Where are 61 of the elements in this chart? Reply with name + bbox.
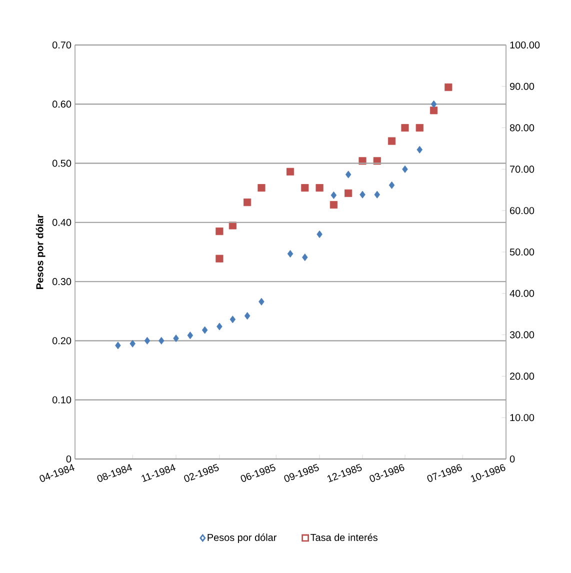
point xyxy=(388,137,396,145)
point xyxy=(158,336,164,344)
point xyxy=(430,100,437,108)
point xyxy=(244,312,250,320)
y2-tick-label: 60.00 xyxy=(510,207,534,214)
point xyxy=(115,342,121,350)
legend-label: Tasa de interés xyxy=(310,534,378,541)
point xyxy=(416,146,423,154)
point xyxy=(258,184,266,192)
point xyxy=(228,222,236,230)
point xyxy=(444,83,452,92)
point xyxy=(301,184,309,192)
y2-tick-label: 50.00 xyxy=(510,248,534,256)
point xyxy=(402,165,408,173)
y-tick-label: 0.70 xyxy=(52,41,72,49)
point xyxy=(360,190,366,198)
legend-label: Pesos por dólar xyxy=(208,534,277,543)
point xyxy=(216,228,224,236)
y-tick-label: 0 xyxy=(66,455,72,463)
point xyxy=(286,168,294,176)
point xyxy=(373,157,381,165)
point xyxy=(416,124,424,132)
point xyxy=(330,201,338,209)
y2-tick-label: 80.00 xyxy=(510,124,534,132)
y-tick-label: 0.10 xyxy=(52,396,72,404)
y-tick-label: 0.30 xyxy=(52,278,72,286)
point xyxy=(302,254,308,262)
point xyxy=(388,181,395,189)
point xyxy=(374,190,380,198)
point xyxy=(130,340,136,348)
point xyxy=(173,334,179,342)
point xyxy=(258,298,264,306)
y-tick-label: 0.50 xyxy=(52,160,72,167)
y2-tick-label: 100.00 xyxy=(510,41,540,49)
point xyxy=(330,191,337,200)
point xyxy=(230,316,236,324)
point xyxy=(216,322,222,330)
y2-tick-label: 40.00 xyxy=(510,290,534,297)
point xyxy=(244,198,252,206)
y2-tick-label: 70.00 xyxy=(510,166,534,173)
point xyxy=(202,326,208,334)
y-axis-title: Pesos por dólar xyxy=(36,214,46,289)
point xyxy=(358,157,366,165)
point xyxy=(144,336,150,344)
y2-tick-label: 20.00 xyxy=(510,372,534,380)
point xyxy=(316,184,324,192)
y-tick-label: 0.20 xyxy=(52,337,72,344)
y2-tick-label: 0 xyxy=(510,455,515,463)
point xyxy=(401,124,409,132)
y-tick-label: 0.60 xyxy=(52,100,72,108)
point xyxy=(187,332,194,340)
point xyxy=(287,250,294,258)
y2-tick-label: 30.00 xyxy=(510,331,534,338)
point xyxy=(430,106,438,114)
y-tick-label: 0.40 xyxy=(52,218,72,226)
point xyxy=(345,170,352,178)
y2-tick-label: 10.00 xyxy=(510,414,534,422)
point xyxy=(344,189,352,197)
point xyxy=(316,230,322,238)
y2-tick-label: 90.00 xyxy=(510,82,534,90)
point xyxy=(216,254,224,262)
